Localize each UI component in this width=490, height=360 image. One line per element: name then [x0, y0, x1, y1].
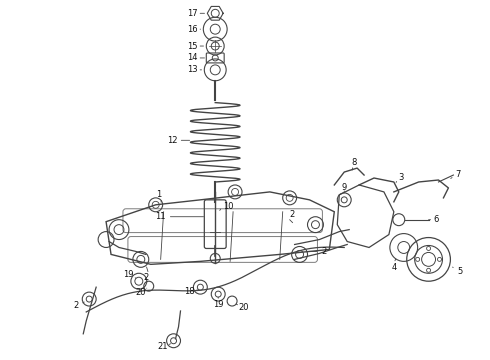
Text: 18: 18	[184, 287, 195, 296]
Text: 20: 20	[136, 288, 146, 297]
Text: 3: 3	[398, 172, 403, 181]
Text: 19: 19	[122, 270, 133, 279]
Text: 1: 1	[156, 190, 161, 199]
Text: 17: 17	[187, 9, 198, 18]
Text: 21: 21	[157, 342, 168, 351]
Text: 8: 8	[351, 158, 357, 167]
Text: 16: 16	[187, 25, 198, 34]
Text: 6: 6	[434, 215, 439, 224]
Text: 11: 11	[155, 212, 166, 221]
Text: 4: 4	[391, 263, 396, 272]
Text: 2: 2	[143, 273, 148, 282]
Text: 13: 13	[187, 66, 198, 75]
Text: 14: 14	[187, 53, 197, 62]
Text: 12: 12	[167, 136, 178, 145]
Text: 2: 2	[289, 210, 294, 219]
Text: 7: 7	[456, 170, 461, 179]
Text: 2: 2	[74, 301, 79, 310]
Text: 15: 15	[187, 41, 197, 50]
Text: 10: 10	[223, 202, 233, 211]
Text: 2: 2	[322, 247, 327, 256]
Text: 19: 19	[213, 300, 223, 309]
Text: 5: 5	[458, 267, 463, 276]
Text: 9: 9	[342, 184, 347, 193]
Text: 20: 20	[239, 302, 249, 311]
